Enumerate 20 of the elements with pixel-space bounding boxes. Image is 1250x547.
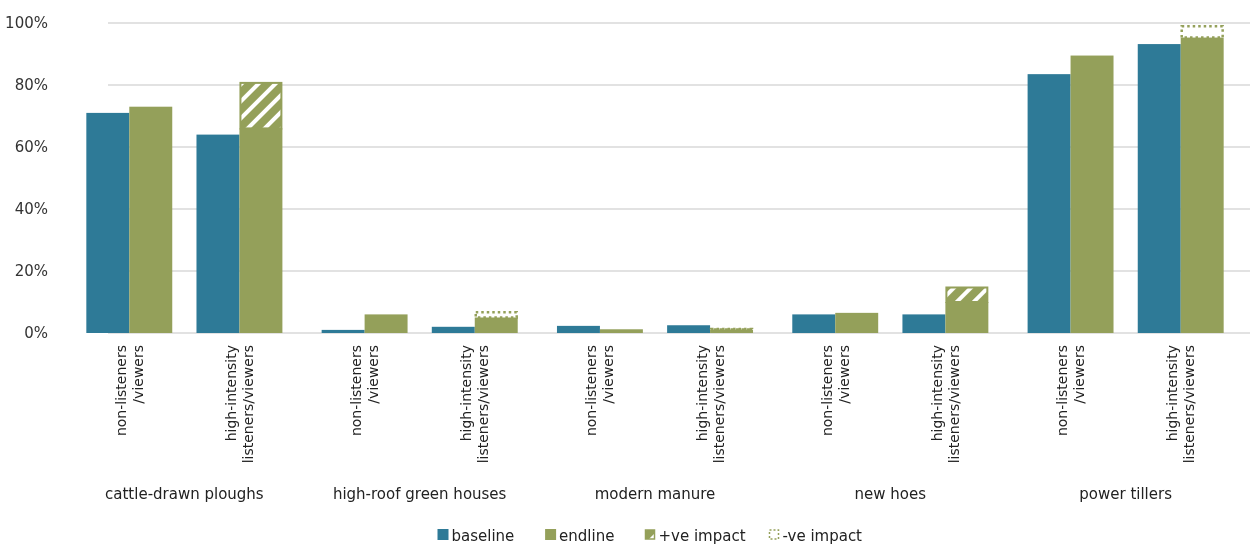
text: high-roof green houses [332,485,507,503]
text: power tillers [1079,485,1173,503]
text: modern manure [594,485,716,503]
y-tick-label: 60% [14,138,48,157]
legend-label: baseline [451,527,515,545]
legend-label: -ve impact [782,527,863,545]
y-tick-label: 0% [24,324,48,343]
x-tick-label: non-listeners /viewers [112,345,146,437]
x-tick-label: non-listeners /viewers [818,345,852,437]
x-tick-label: non-listeners /viewers [1054,345,1088,437]
legend-label: endline [559,527,615,545]
y-tick-label: 40% [14,200,48,219]
x-tick-label: non-listeners /viewers [583,345,617,437]
text: cattle-drawn ploughs [105,485,264,503]
legend-label: +ve impact [658,527,746,545]
y-tick-label: 20% [14,262,48,281]
x-tick-label: non-listeners /viewers [348,345,382,437]
y-tick-label: 80% [14,76,48,95]
y-tick-label: 100% [5,14,48,33]
text: new hoes [854,485,927,503]
